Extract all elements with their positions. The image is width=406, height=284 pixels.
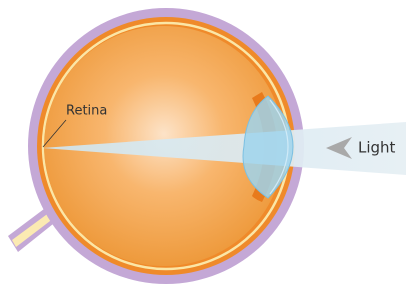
retina-label: Retina bbox=[66, 104, 107, 119]
light-label: Light bbox=[358, 139, 396, 157]
eye-diagram: Light Retina bbox=[0, 0, 406, 284]
